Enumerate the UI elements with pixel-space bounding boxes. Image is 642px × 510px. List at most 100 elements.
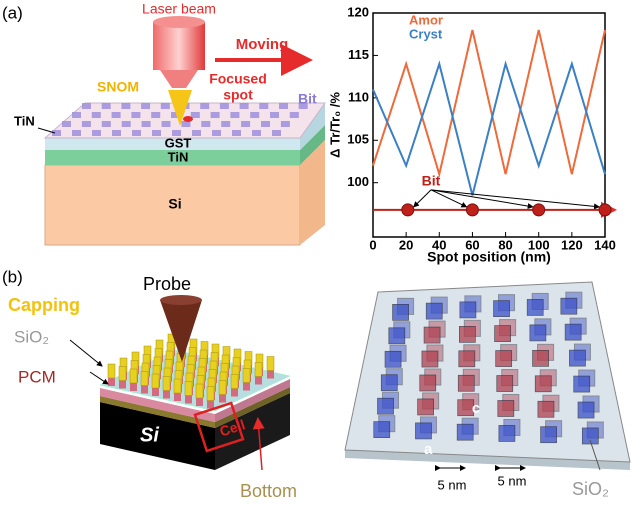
pcm-cell	[152, 388, 159, 396]
cube	[541, 427, 557, 443]
x-tick-label: 0	[369, 237, 376, 252]
annotation-arrow	[414, 190, 431, 207]
panel-label: (b)	[2, 267, 23, 286]
capping-pillar	[174, 379, 181, 393]
label: Laser beam	[142, 1, 216, 17]
bit-cell	[220, 103, 229, 109]
bit-cell	[161, 103, 170, 109]
cube	[498, 400, 514, 416]
pcm-cell	[185, 396, 192, 404]
label: SiO₂	[14, 327, 49, 346]
x-tick-label: 140	[594, 237, 616, 252]
cube	[418, 399, 434, 415]
cube	[415, 423, 431, 439]
bit-cell	[241, 121, 250, 127]
cube	[578, 402, 594, 418]
x-tick-label: 60	[465, 237, 479, 252]
bit-cell	[72, 130, 81, 136]
bit-cell	[162, 121, 171, 127]
bit-cell	[142, 121, 151, 127]
cube	[459, 326, 475, 342]
bit-cell	[281, 121, 290, 127]
label: GST	[165, 135, 192, 150]
cube	[494, 301, 510, 317]
bit-cell	[230, 112, 239, 118]
y-tick-label: 120	[347, 4, 369, 19]
pcm-cell	[196, 398, 203, 406]
bit-marker	[402, 204, 414, 216]
cube	[565, 324, 581, 340]
label: TiN	[168, 149, 189, 164]
cube	[460, 302, 476, 318]
cube	[459, 351, 475, 367]
pcm-cell	[231, 389, 238, 397]
cube	[530, 325, 546, 341]
capping-pillar	[231, 375, 238, 389]
capping-pillar	[207, 387, 214, 401]
bit-cell	[151, 112, 160, 118]
bit-cell	[270, 112, 279, 118]
bit-cell	[122, 121, 131, 127]
cube	[385, 351, 401, 367]
x-tick-label: 80	[498, 237, 512, 252]
y-tick-label: 110	[348, 89, 369, 104]
bit-cell	[131, 112, 140, 118]
cube	[561, 298, 577, 314]
cube	[381, 375, 397, 391]
pcm-cell	[130, 383, 137, 391]
cube	[538, 401, 554, 417]
bit-cell	[272, 130, 281, 136]
bit-cell	[240, 103, 249, 109]
pcm-cell	[267, 371, 274, 379]
label: 5 nm	[498, 473, 527, 488]
cube	[499, 425, 515, 441]
label: Focused	[209, 71, 267, 87]
bit-cell	[82, 121, 91, 127]
diagram-a: Laser beam Moving SNOM Focused spot Bit …	[14, 1, 325, 245]
label: TiN	[14, 113, 35, 128]
label: a	[424, 441, 433, 458]
bit-cell	[112, 130, 121, 136]
bit-cell	[261, 121, 270, 127]
pcm-cell	[174, 393, 181, 401]
y-tick-label: 105	[347, 132, 369, 147]
bit-cell	[191, 112, 200, 118]
capping-pillar	[255, 363, 262, 377]
label: Moving	[236, 36, 289, 53]
pcm-cell	[163, 391, 170, 399]
bit-cell	[141, 103, 150, 109]
y-tick-label: 115	[348, 47, 369, 62]
cube	[426, 303, 442, 319]
cube	[389, 328, 405, 344]
label: PCM	[18, 367, 56, 386]
label: c	[472, 400, 480, 417]
bit-cell	[221, 121, 230, 127]
legend-label: Amor	[409, 12, 443, 27]
bit-cell	[192, 130, 201, 136]
probe-top	[160, 295, 202, 305]
capping-pillar	[163, 377, 170, 391]
panel-label: (a)	[2, 3, 23, 22]
bit-cell	[200, 103, 209, 109]
label: Bit	[298, 91, 317, 107]
label: 5 nm	[438, 477, 467, 492]
label: Si	[168, 196, 181, 212]
bit-cell	[102, 121, 111, 127]
bit-cell	[250, 112, 259, 118]
capping-pillar	[267, 357, 274, 371]
capping-pillar	[141, 372, 148, 386]
bit-cell	[290, 112, 299, 118]
cube	[420, 375, 436, 391]
bit-cell	[279, 103, 288, 109]
capping-pillar	[108, 364, 115, 378]
laser-top	[153, 16, 205, 28]
bit-cell	[92, 130, 101, 136]
y-axis-label: Δ Tr/Tr₀ /%	[327, 92, 342, 158]
bit-cell	[82, 103, 91, 109]
bit-cell	[201, 121, 210, 127]
diagram-b: Capping SiO₂ PCM Probe Si Cell Bottom	[8, 274, 297, 501]
cube	[458, 375, 474, 391]
legend-label: Cryst	[409, 26, 443, 41]
label: SiO₂	[572, 479, 609, 499]
